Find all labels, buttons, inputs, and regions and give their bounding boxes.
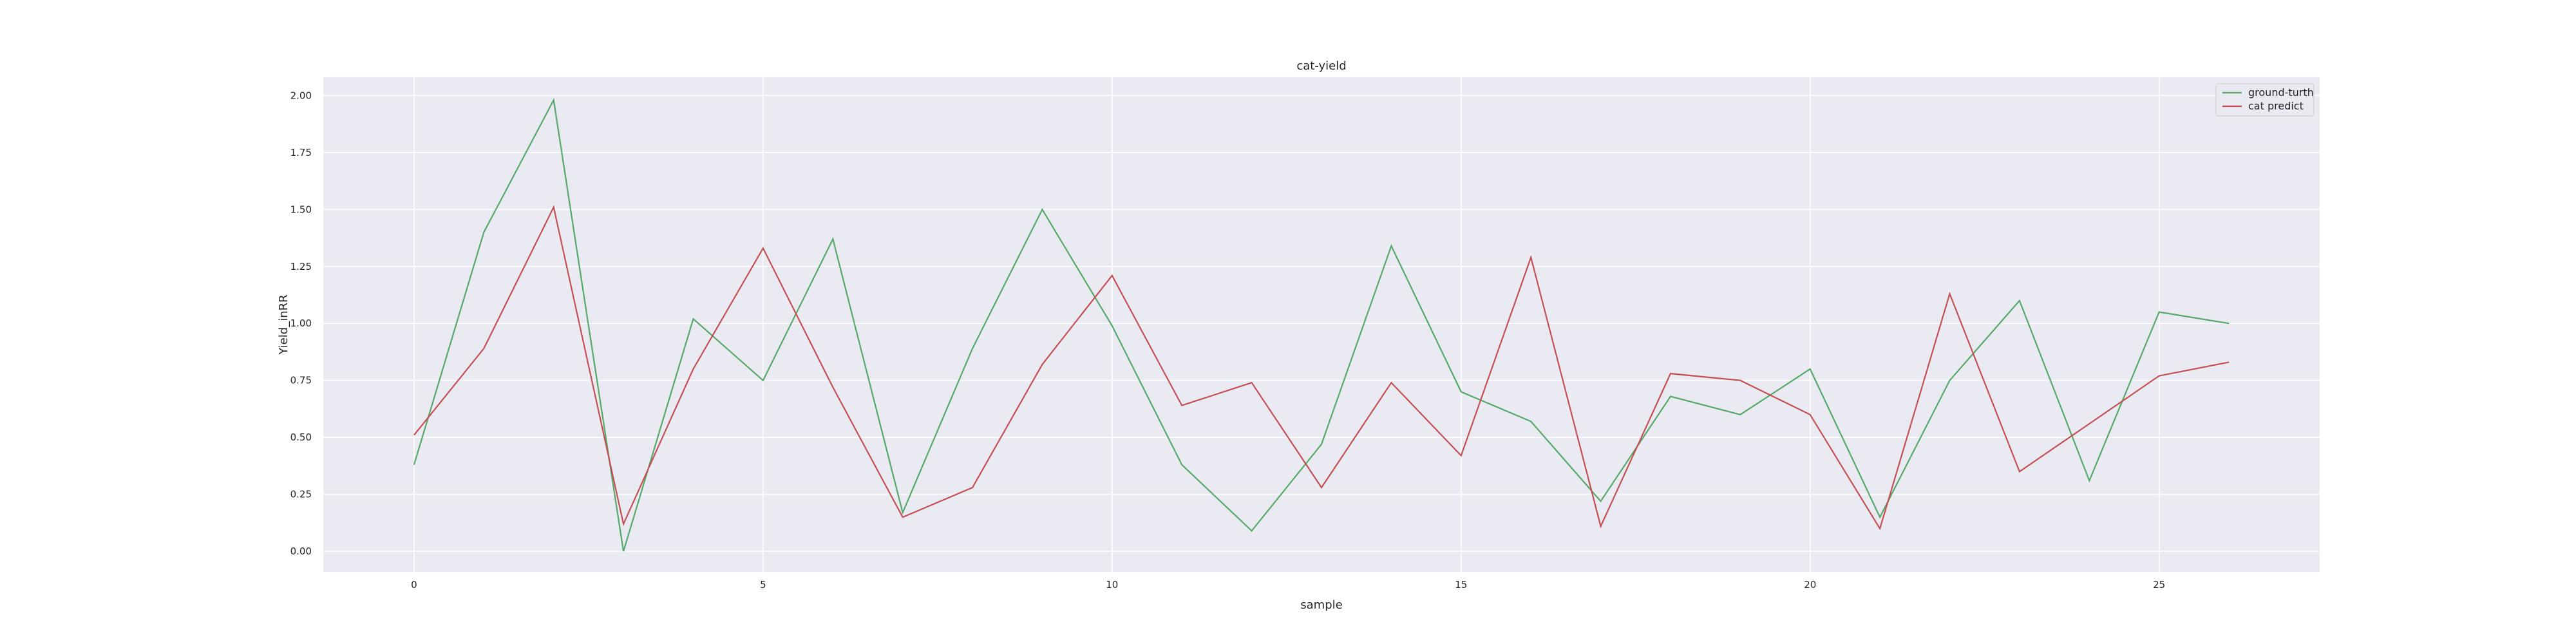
y-tick-label: 0.50 bbox=[290, 431, 312, 443]
y-tick-label: 0.25 bbox=[290, 489, 312, 500]
series-line bbox=[413, 205, 2230, 531]
y-tick-label: 1.50 bbox=[290, 204, 312, 215]
y-tick-label: 0.00 bbox=[290, 545, 312, 557]
y-tick-label: 0.75 bbox=[290, 375, 312, 386]
series-lines bbox=[413, 97, 2230, 552]
x-axis-label: sample bbox=[1300, 598, 1342, 612]
legend-label: ground-turth bbox=[2248, 86, 2314, 99]
grid-lines bbox=[323, 77, 2320, 572]
y-tick-label: 1.75 bbox=[290, 147, 312, 158]
series-line bbox=[413, 97, 2230, 552]
tick-labels: 0.00 0.25 0.50 0.75 1.00 1.25 1.50 1.75 2.00 0 5 10… bbox=[290, 90, 2166, 591]
x-tick-label: 0 bbox=[411, 579, 417, 591]
x-tick-label: 10 bbox=[1106, 579, 1118, 591]
x-tick-label: 15 bbox=[1455, 579, 1467, 591]
x-tick-label: 20 bbox=[1804, 579, 1816, 591]
legend-box bbox=[2215, 83, 2315, 117]
y-tick-label: 1.00 bbox=[290, 317, 312, 329]
plot-area bbox=[323, 77, 2320, 572]
x-tick-label: 5 bbox=[760, 579, 766, 591]
x-tick-label: 25 bbox=[2153, 579, 2165, 591]
chart-title: cat-yield bbox=[1296, 59, 1346, 73]
y-tick-label: 2.00 bbox=[290, 90, 312, 101]
y-axis-label: Yield_inRR bbox=[277, 294, 290, 355]
y-tick-label: 1.25 bbox=[290, 261, 312, 272]
legend-label: cat predict bbox=[2248, 100, 2304, 112]
